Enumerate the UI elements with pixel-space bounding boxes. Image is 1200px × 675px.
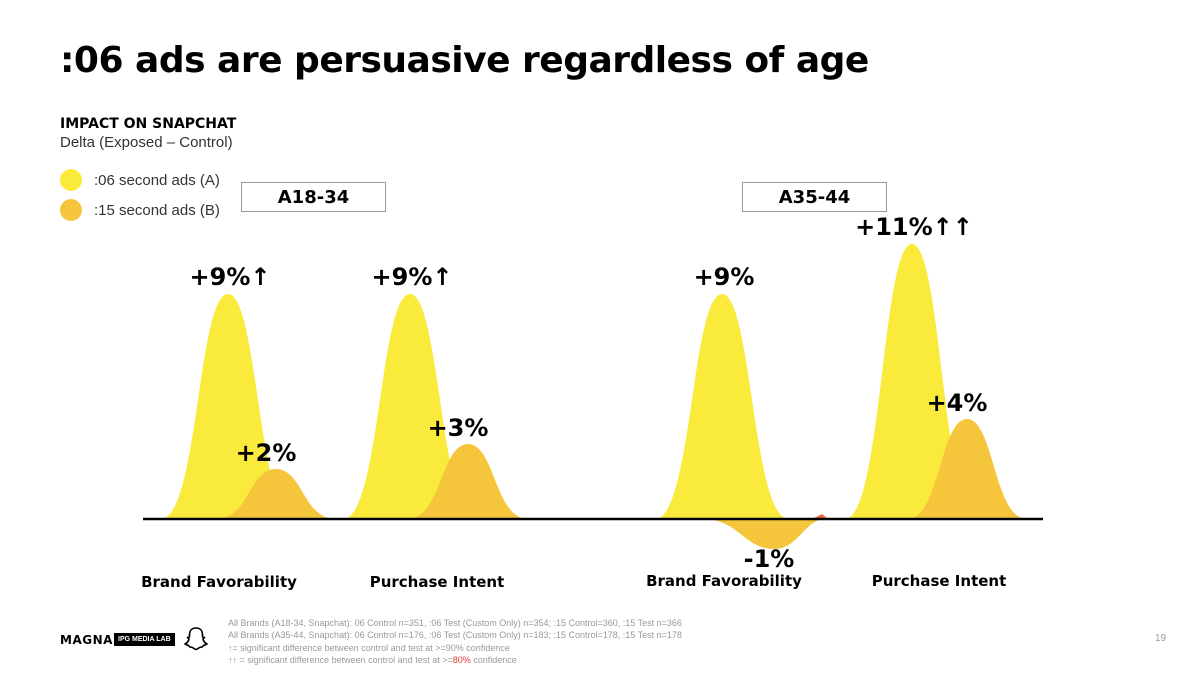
- group-label-a35-44: A35-44: [742, 182, 887, 212]
- category-label-1: Purchase Intent: [370, 573, 505, 591]
- footnote-4: ↑↑ = significant difference between cont…: [228, 654, 682, 666]
- label-15-3: +4%: [927, 389, 988, 417]
- label-06-0: +9%↑: [190, 263, 271, 291]
- label-15-0: +2%: [236, 439, 297, 467]
- footnote-4-highlight: 80%: [452, 654, 471, 665]
- page-title: :06 ads are persuasive regardless of age: [60, 40, 869, 81]
- chart-subtitle: IMPACT ON SNAPCHAT: [60, 116, 237, 132]
- peak-06-2: [655, 294, 789, 519]
- chart-subtitle-delta: Delta (Exposed – Control): [60, 134, 233, 151]
- legend-label-15: :15 second ads (B): [94, 201, 220, 219]
- legend-item-15: :15 second ads (B): [60, 198, 220, 222]
- peak-15-0: [216, 469, 336, 519]
- peak-06-1: [343, 294, 477, 519]
- label-15-1: +3%: [428, 414, 489, 442]
- peak-15-3: [907, 419, 1027, 519]
- footnote-3: ↑= significant difference between contro…: [228, 642, 510, 653]
- category-label-2: Brand Favorability: [646, 572, 802, 590]
- label-06-3: +11%↑↑: [855, 213, 973, 241]
- category-label-0: Brand Favorability: [141, 573, 297, 591]
- legend-dot-06: [60, 169, 82, 191]
- label-15-2: -1%: [744, 545, 795, 573]
- peak-15-2: [702, 519, 826, 549]
- peak-06-0: [161, 294, 295, 519]
- group-label-a18-34: A18-34: [241, 182, 386, 212]
- category-label-3: Purchase Intent: [872, 572, 1007, 590]
- footnotes: All Brands (A18-34, Snapchat): 06 Contro…: [228, 617, 682, 666]
- footnote-4-prefix: ↑↑ = significant difference between cont…: [228, 654, 453, 665]
- label-06-2: +9%: [694, 263, 755, 291]
- page-number: 19: [1155, 633, 1167, 644]
- footnote-1: All Brands (A18-34, Snapchat): 06 Contro…: [228, 618, 682, 628]
- peak-15-1: [408, 444, 528, 519]
- footnote-2: All Brands (A35-44, Snapchat): 06 Contro…: [228, 630, 682, 641]
- snapchat-ghost-icon: [184, 627, 208, 651]
- label-06-1: +9%↑: [372, 263, 453, 291]
- ipg-media-lab-logo: IPG MEDIA LAB: [114, 633, 175, 646]
- legend-dot-15: [60, 199, 82, 221]
- legend-label-06: :06 second ads (A): [94, 171, 220, 189]
- magna-logo: MAGNA: [60, 633, 113, 647]
- footnote-4-suffix: confidence: [470, 654, 517, 665]
- legend-item-06: :06 second ads (A): [60, 168, 220, 192]
